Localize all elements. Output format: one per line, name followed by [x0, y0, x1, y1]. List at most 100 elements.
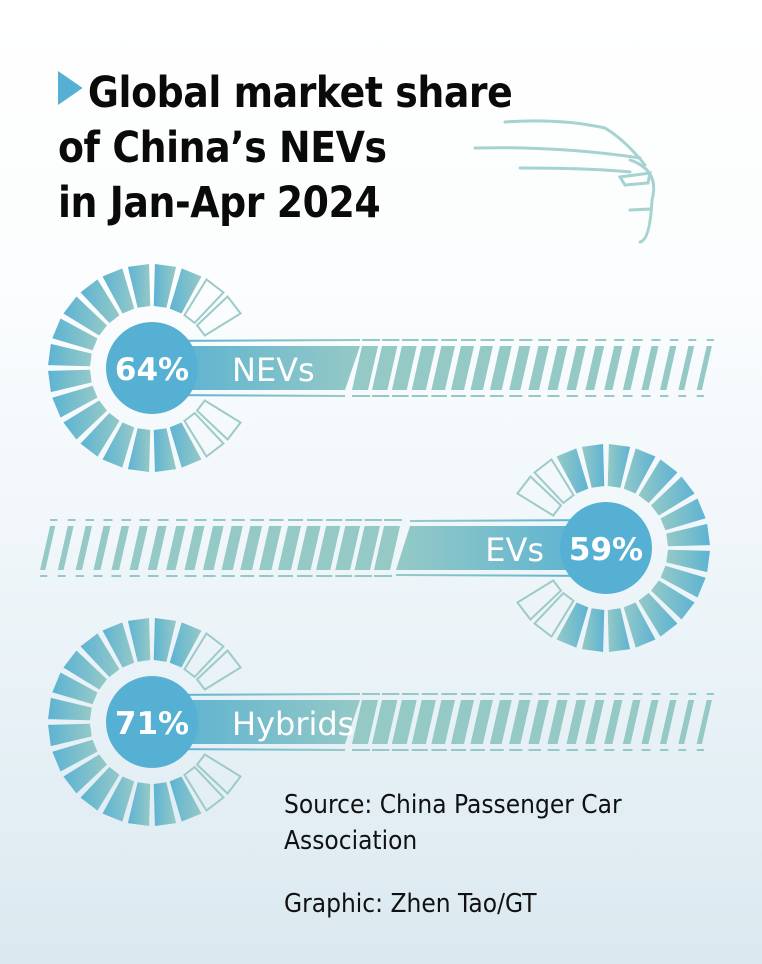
- gauge-segment-filled: [581, 444, 605, 488]
- gauge-segment-filled: [102, 422, 135, 468]
- bar-dash: [519, 339, 533, 341]
- bar-dash: [316, 575, 333, 577]
- gauge-segment-empty: [515, 579, 563, 621]
- bar-stripe: [528, 346, 549, 390]
- gauge-segment-filled: [660, 498, 706, 531]
- gauge-segment-filled: [556, 602, 589, 648]
- bar-stripe: [660, 346, 677, 390]
- gauge-segment-empty: [195, 399, 243, 441]
- gauge-segment-filled: [48, 369, 92, 393]
- gauge-segment-filled: [80, 279, 120, 323]
- bar-stripe: [528, 700, 549, 744]
- bar-stripe: [352, 700, 378, 744]
- bar-stripe: [641, 346, 659, 390]
- bar-dash: [688, 693, 697, 695]
- bar-dash: [147, 575, 159, 577]
- bar-dash: [670, 693, 679, 695]
- bar-dash: [362, 693, 380, 695]
- bar-stripe: [678, 346, 695, 390]
- bar-dash: [384, 519, 402, 521]
- bar-stripe: [470, 346, 493, 390]
- bar-dash: [651, 339, 661, 341]
- gauge-segment-filled: [127, 618, 151, 662]
- gauge-segment-filled: [623, 448, 656, 494]
- gauge-bar: [152, 346, 360, 390]
- gauge-segment-filled: [102, 268, 135, 314]
- gauge-segment-filled: [666, 549, 710, 573]
- bar-stripe: [372, 700, 398, 744]
- bar-dash: [40, 575, 48, 577]
- bar-dash: [269, 519, 284, 521]
- bar-stripe: [40, 526, 56, 570]
- bar-dash: [166, 575, 178, 577]
- bar-dash: [176, 519, 188, 521]
- bar-stripe: [678, 700, 695, 744]
- gauge-segment-filled: [638, 593, 678, 637]
- gauge-segment-filled: [80, 767, 120, 811]
- bar-stripe: [411, 346, 436, 390]
- bar-stripe: [604, 700, 623, 744]
- bar-dash: [103, 519, 113, 521]
- bar-dash: [352, 749, 370, 751]
- bar-dash: [604, 395, 615, 397]
- bar-stripe: [75, 526, 92, 570]
- gauge-segment-filled: [52, 385, 98, 418]
- bar-dash: [362, 339, 380, 341]
- gauge-segment-filled: [153, 264, 177, 308]
- gauge-segment-empty: [515, 475, 563, 517]
- bar-dash: [566, 749, 578, 751]
- bar-dash: [651, 693, 661, 695]
- bar-dash: [50, 519, 58, 521]
- gauge-center: [560, 502, 652, 594]
- bar-dash: [75, 575, 84, 577]
- bar-dash: [480, 339, 495, 341]
- bar-dash: [297, 575, 313, 577]
- bar-dash: [480, 693, 495, 695]
- gauge-segment-empty: [533, 457, 575, 505]
- bar-stripe: [57, 526, 74, 570]
- car-hood-line: [518, 166, 632, 174]
- bar-dash: [528, 749, 541, 751]
- bar-stripe: [696, 346, 712, 390]
- gauge-category-label: EVs: [485, 531, 544, 569]
- bar-dash: [547, 395, 560, 397]
- bar-stripe: [431, 700, 455, 744]
- gauge-segment-filled: [127, 264, 151, 308]
- bar-stripe: [374, 526, 400, 570]
- bar-dash: [614, 339, 625, 341]
- bar-stripe: [129, 526, 148, 570]
- bar-stripe: [278, 526, 301, 570]
- bar-stripe: [184, 526, 205, 570]
- bar-dash: [129, 575, 140, 577]
- gauge-segment-filled: [153, 618, 177, 662]
- bar-stripe: [221, 526, 243, 570]
- bar-dash: [696, 749, 704, 751]
- gauge-segment-empty: [533, 591, 575, 639]
- bar-dash: [585, 395, 597, 397]
- bar-dash: [706, 693, 714, 695]
- bar-dash: [67, 519, 76, 521]
- gauge-center: [106, 676, 198, 768]
- bar-dash: [411, 749, 428, 751]
- bar-dash: [372, 395, 390, 397]
- gauge-segment-filled: [102, 776, 135, 822]
- bar-dash: [441, 693, 457, 695]
- bar-stripe: [166, 526, 186, 570]
- bar-dash: [499, 693, 514, 695]
- bar-dash: [288, 519, 303, 521]
- bar-stripe: [391, 346, 417, 390]
- bar-dash: [499, 339, 514, 341]
- gauge-segment-filled: [581, 608, 605, 652]
- car-grille-line: [628, 207, 652, 212]
- gauge-segment-filled: [556, 448, 589, 494]
- bar-dash: [421, 339, 438, 341]
- bar-stripe: [641, 700, 659, 744]
- bar-stripe: [240, 526, 263, 570]
- gauge-segment-empty: [195, 753, 243, 795]
- bar-dash: [221, 575, 235, 577]
- bar-dash: [622, 395, 633, 397]
- bar-stripe: [604, 346, 623, 390]
- bar-stripe: [566, 346, 586, 390]
- bar-dash: [604, 749, 615, 751]
- bar-stripe: [203, 526, 224, 570]
